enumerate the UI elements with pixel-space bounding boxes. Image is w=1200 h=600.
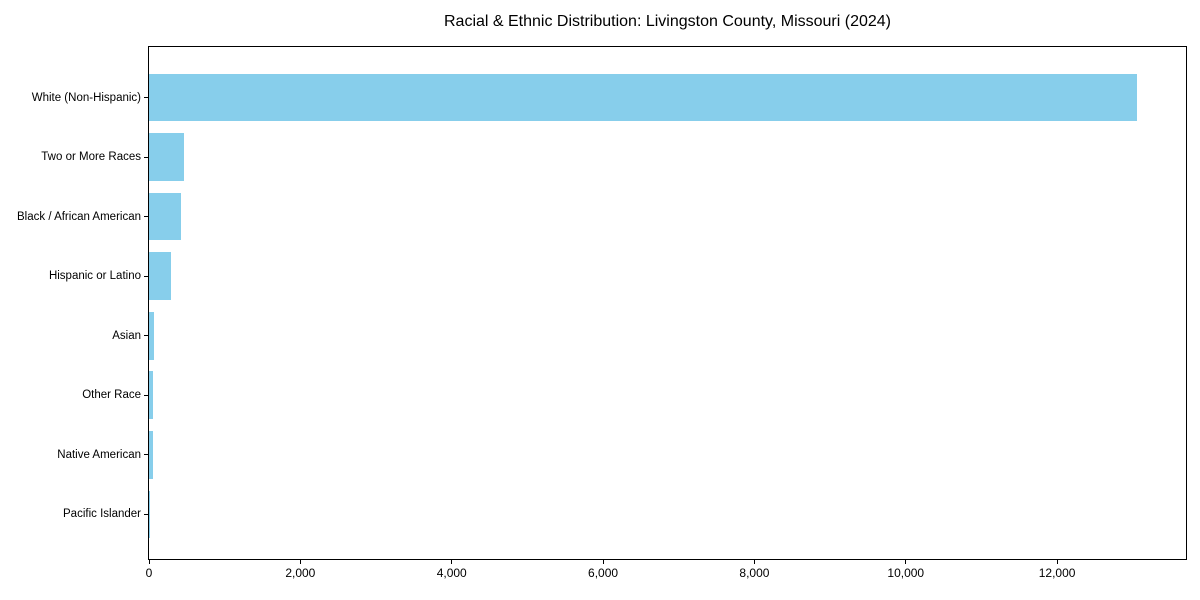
y-tick-label-hispanic-or-latino: Hispanic or Latino [48, 270, 141, 283]
x-tick-mark-4000 [451, 560, 453, 564]
bar-asian [149, 311, 154, 360]
bar-two-or-more-races [149, 133, 184, 181]
x-tick-label-6000: 6,000 [588, 566, 619, 580]
y-tick-mark-black-african-american [144, 216, 148, 218]
y-tick-mark-asian [144, 335, 148, 337]
x-tick-mark-2000 [299, 560, 301, 564]
y-tick-mark-white-non-hispanic [144, 97, 148, 99]
x-tick-mark-12000 [1056, 560, 1058, 564]
bar-white-non-hispanic [149, 73, 1137, 122]
bar-black-african-american [149, 192, 181, 241]
y-tick-label-black-african-american: Black / African American [17, 210, 141, 223]
x-tick-label-8000: 8,000 [739, 566, 770, 580]
x-tick-label-12000: 12,000 [1038, 566, 1076, 580]
y-tick-label-native-american: Native American [57, 448, 141, 461]
plot-area [148, 46, 1187, 560]
y-tick-mark-hispanic-or-latino [144, 275, 148, 277]
x-tick-label-2000: 2,000 [285, 566, 316, 580]
y-tick-label-pacific-islander: Pacific Islander [63, 508, 141, 521]
y-tick-label-white-non-hispanic: White (Non-Hispanic) [31, 91, 141, 104]
x-tick-mark-6000 [602, 560, 604, 564]
bar-hispanic-or-latino [149, 252, 171, 301]
y-tick-mark-pacific-islander [144, 513, 148, 515]
x-tick-label-10000: 10,000 [887, 566, 925, 580]
x-tick-label-4000: 4,000 [436, 566, 467, 580]
x-tick-mark-0 [148, 560, 150, 564]
bar-pacific-islander [149, 490, 150, 539]
y-tick-mark-other-race [144, 394, 148, 396]
y-tick-label-asian: Asian [112, 329, 141, 342]
x-tick-mark-10000 [905, 560, 907, 564]
y-tick-mark-native-american [144, 454, 148, 456]
bar-native-american [149, 431, 153, 479]
x-tick-mark-8000 [753, 560, 755, 564]
chart-title: Racial & Ethnic Distribution: Livingston… [443, 13, 891, 30]
y-tick-label-other-race: Other Race [82, 389, 141, 402]
y-tick-mark-two-or-more-races [144, 156, 148, 158]
x-tick-label-0: 0 [145, 566, 153, 580]
y-tick-label-two-or-more-races: Two or More Races [41, 151, 141, 164]
bar-other-race [149, 371, 154, 420]
